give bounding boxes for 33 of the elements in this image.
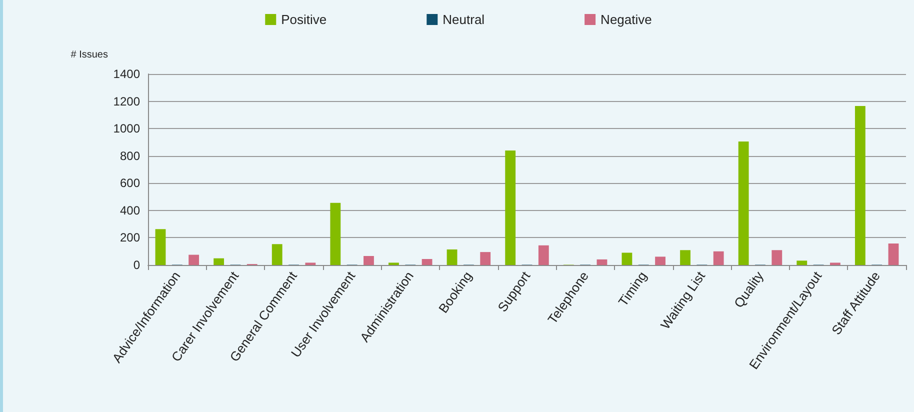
bar: [888, 243, 899, 265]
bar: [422, 258, 432, 265]
bar: [796, 260, 808, 265]
bar: [680, 250, 690, 265]
bar: [480, 252, 491, 265]
bar: [214, 258, 224, 265]
bar: [155, 229, 166, 265]
bar: [330, 202, 341, 265]
legend-label: Neutral: [442, 12, 485, 27]
y-tick-label: 400: [120, 203, 140, 218]
bar: [772, 250, 782, 265]
bar: [854, 106, 866, 265]
bar: [364, 256, 374, 265]
y-tick-label: 1200: [113, 94, 140, 108]
y-tick-label: 800: [120, 148, 140, 163]
legend-label: Negative: [600, 12, 652, 27]
y-tick-label: 200: [120, 230, 140, 245]
bar: [622, 252, 632, 265]
y-tick-label: 600: [120, 176, 140, 190]
bar: [446, 249, 458, 265]
bar: [596, 259, 608, 265]
y-tick-label: 1000: [113, 122, 140, 136]
bar: [188, 254, 200, 265]
bar: [538, 245, 549, 265]
bar: [272, 244, 282, 265]
y-axis-title: # Issues: [70, 50, 108, 60]
bar: [655, 256, 666, 265]
bar: [505, 150, 516, 265]
y-tick-label: 0: [133, 258, 140, 272]
y-tick-label: 1400: [113, 67, 140, 81]
bar: [738, 142, 749, 265]
legend-label: Positive: [281, 12, 327, 27]
bar: [713, 251, 724, 265]
